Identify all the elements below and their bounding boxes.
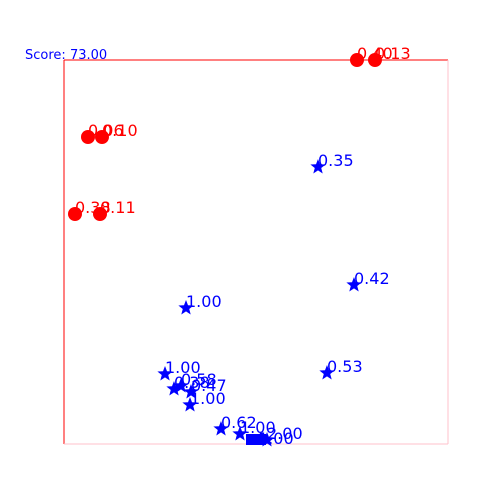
star-icon [182,397,198,412]
star-icon [346,277,362,292]
star-value-label: 1.00 [240,418,276,437]
score-value: 73.00 [69,48,108,63]
star-icon [232,426,248,441]
star-value-label: 1.00 [165,358,201,377]
star-icon [259,432,275,447]
star-value-label: 0.35 [318,151,354,170]
score-label: Score: [25,48,66,63]
player-value-label: 1.00 [258,429,294,448]
enemy-value-label: 0.11 [100,198,136,217]
star-value-label: 0.38 [174,373,210,392]
star-icon [166,381,182,396]
player-square-icon [246,434,266,445]
star-icon [310,159,326,174]
enemy-circle-icon [95,130,109,144]
enemy-circle-icon [93,207,107,221]
enemy-circle-icon [68,207,82,221]
star-value-label: 2.00 [267,424,303,443]
star-icon [178,300,194,315]
enemy-circle-icon [350,53,364,67]
board-frame [63,59,449,445]
star-value-label: 1.00 [190,389,226,408]
star-icon [213,421,229,436]
star-icon [157,366,173,381]
star-value-label: 0.58 [181,370,217,389]
enemy-layer: 0.400.130.060.100.380.11 [68,44,411,221]
star-icon [183,384,199,399]
star-icon [173,378,189,393]
score-display: Score: 73.00 [25,48,107,63]
star-value-label: 0.62 [221,413,257,432]
enemy-value-label: 0.13 [375,44,411,63]
enemy-circle-icon [81,130,95,144]
star-value-label: 0.53 [327,357,363,376]
player-layer: 1.00 [246,429,294,448]
star-icon [319,365,335,380]
star-value-label: 1.00 [186,292,222,311]
star-value-label: 0.47 [191,376,227,395]
star-layer: 0.350.421.001.00 0.530.580.380.471.000.62… [157,151,390,447]
enemy-value-label: 0.10 [102,121,138,140]
enemy-circle-icon [368,53,382,67]
star-value-label: 0.42 [354,269,390,288]
